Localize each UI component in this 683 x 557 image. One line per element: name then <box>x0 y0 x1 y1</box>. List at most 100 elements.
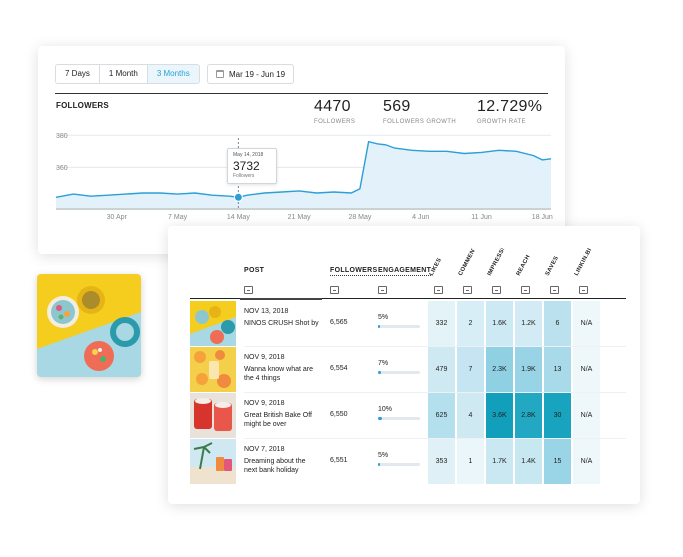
saves-cell: 13 <box>544 347 571 392</box>
filter-dropdown-icon[interactable] <box>378 286 387 294</box>
drinks-photo-icon <box>190 301 236 346</box>
followers-value: 6,550 <box>330 411 348 418</box>
row-divider <box>244 438 626 439</box>
table-row[interactable]: NOV 9, 2018 Wanna know what are the 4 th… <box>190 347 626 393</box>
column-filter-row <box>190 283 626 299</box>
comments-cell: 1 <box>457 439 484 484</box>
engagement-value: 5% <box>378 314 389 321</box>
impressions-cell: 3.6K <box>486 393 513 438</box>
table-row[interactable]: NOV 9, 2018 Great British Bake Off might… <box>190 393 626 439</box>
post-thumbnail[interactable] <box>190 393 236 438</box>
drinks-photo-icon <box>37 274 141 377</box>
linkin-bio-cell: N/A <box>573 301 600 346</box>
followers-value: 6,565 <box>330 319 348 326</box>
followers-value: 6,554 <box>330 365 348 372</box>
tooltip-value: 3732 <box>233 159 260 173</box>
stat-label: FOLLOWERS <box>314 119 356 125</box>
header-linkin-bio[interactable]: LINKIN.BIO <box>573 247 594 277</box>
chart-tooltip: May 14, 2018 3732 Followers <box>227 148 277 184</box>
table-row[interactable]: NOV 7, 2018 Dreaming about the next bank… <box>190 439 626 485</box>
filter-dropdown-icon[interactable] <box>330 286 339 294</box>
post-thumbnail[interactable] <box>190 347 236 392</box>
header-post[interactable]: POST <box>244 267 265 274</box>
tab-7-days[interactable]: 7 Days <box>56 65 100 83</box>
tooltip-date: May 14, 2018 <box>233 152 264 158</box>
post-date: NOV 13, 2018 <box>244 308 289 315</box>
x-tick-label: 30 Apr <box>107 214 128 221</box>
tab-1-month[interactable]: 1 Month <box>99 65 148 83</box>
tab-3-months[interactable]: 3 Months <box>147 65 199 83</box>
x-tick-label: 28 May <box>348 214 371 221</box>
post-column-underline <box>240 298 322 300</box>
engagement-bar <box>378 371 420 374</box>
highlight-point <box>233 192 243 202</box>
chart-title: FOLLOWERS <box>56 101 109 110</box>
filter-dropdown-icon[interactable] <box>434 286 443 294</box>
x-tick-label: 7 May <box>168 214 188 221</box>
followers-analytics-card: 7 Days 1 Month 3 Months Mar 19 - Jun 19 … <box>38 46 565 254</box>
filter-dropdown-icon[interactable] <box>521 286 530 294</box>
likes-cell: 479 <box>428 347 455 392</box>
stat-label: GROWTH RATE <box>477 119 526 125</box>
beach-photo-icon <box>190 439 236 484</box>
comments-cell: 7 <box>457 347 484 392</box>
tooltip-label: Followers <box>233 173 255 179</box>
featured-post-thumbnail[interactable] <box>37 274 141 377</box>
date-range-picker[interactable]: Mar 19 - Jun 19 <box>207 64 295 84</box>
filter-dropdown-icon[interactable] <box>550 286 559 294</box>
header-reach[interactable]: REACH <box>515 254 532 277</box>
x-tick-label: 21 May <box>288 214 311 221</box>
filter-dropdown-icon[interactable] <box>244 286 253 294</box>
x-tick-label: 18 Jun <box>532 214 553 221</box>
table-row[interactable]: NOV 13, 2018 NINOS CRUSH Shot by 6,565 5… <box>190 301 626 347</box>
comments-cell: 4 <box>457 393 484 438</box>
posts-table-card: POST FOLLOWERS ENGAGEMENT LIKES COMMENTS… <box>168 226 640 504</box>
header-impressions[interactable]: IMPRESSIONS <box>486 247 507 277</box>
bake-photo-icon <box>190 393 236 438</box>
reach-cell: 1.2K <box>515 301 542 346</box>
post-caption: Great British Bake Off might be over <box>244 412 312 428</box>
header-engagement[interactable]: ENGAGEMENT <box>378 267 432 276</box>
engagement-bar <box>378 463 420 466</box>
header-divider <box>55 93 548 94</box>
row-divider <box>244 392 626 393</box>
stat-growth-rate: 12.729% GROWTH RATE <box>477 98 542 125</box>
header-likes[interactable]: LIKES <box>428 257 444 277</box>
engagement-bar-fill <box>378 371 381 374</box>
stat-followers: 4470 FOLLOWERS <box>314 98 355 125</box>
post-caption: Wanna know what are the 4 things <box>244 366 313 382</box>
engagement-value: 5% <box>378 452 389 459</box>
stat-value: 569 <box>383 98 411 115</box>
linkin-bio-cell: N/A <box>573 347 600 392</box>
comments-cell: 2 <box>457 301 484 346</box>
post-date: NOV 9, 2018 <box>244 400 285 407</box>
filter-dropdown-icon[interactable] <box>463 286 472 294</box>
followers-line <box>55 140 552 199</box>
stat-value: 12.729% <box>477 98 543 115</box>
post-thumbnail[interactable] <box>190 301 236 346</box>
followers-area <box>56 141 551 208</box>
header-comments[interactable]: COMMENTS <box>457 247 478 277</box>
reach-cell: 1.4K <box>515 439 542 484</box>
followers-value: 6,551 <box>330 457 348 464</box>
likes-cell: 625 <box>428 393 455 438</box>
saves-cell: 15 <box>544 439 571 484</box>
x-tick-label: 11 Jun <box>471 214 492 221</box>
row-divider <box>244 346 626 347</box>
engagement-bar <box>378 325 420 328</box>
post-date: NOV 9, 2018 <box>244 354 285 361</box>
header-saves[interactable]: SAVES <box>544 255 561 277</box>
y-tick-label: 380 <box>56 133 68 140</box>
filter-dropdown-icon[interactable] <box>492 286 501 294</box>
post-date: NOV 7, 2018 <box>244 446 285 453</box>
saves-cell: 6 <box>544 301 571 346</box>
filter-dropdown-icon[interactable] <box>579 286 588 294</box>
likes-cell: 353 <box>428 439 455 484</box>
header-followers[interactable]: FOLLOWERS <box>330 267 378 276</box>
post-thumbnail[interactable] <box>190 439 236 484</box>
engagement-bar <box>378 417 420 420</box>
stat-followers-growth: 569 FOLLOWERS GROWTH <box>383 98 456 125</box>
engagement-bar-fill <box>378 417 383 420</box>
fruit-photo-icon <box>190 347 236 392</box>
